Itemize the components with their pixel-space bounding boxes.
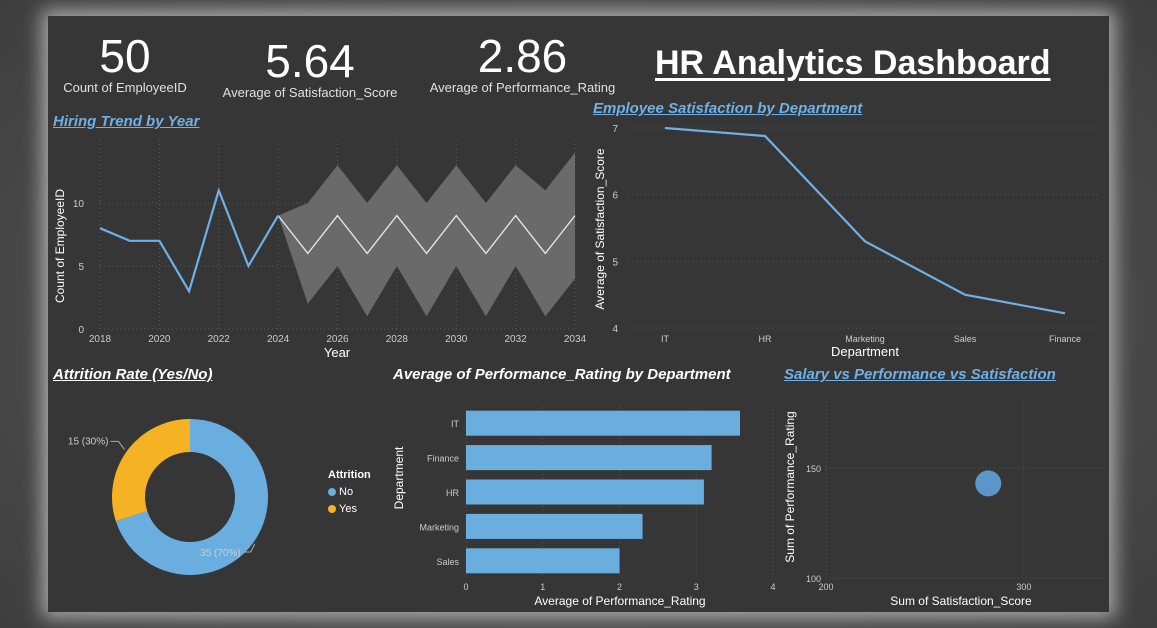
bar-marketing	[466, 513, 643, 539]
attrition-donut-chart[interactable]: 15 (30%) 35 (70%)	[60, 390, 310, 605]
y-tick-label: Sales	[436, 557, 459, 567]
y-tick-label: 4	[612, 324, 618, 335]
y-tick-label: Marketing	[419, 522, 459, 532]
y-axis-label: Sum of Performance_Rating	[783, 411, 797, 562]
scatter-point	[975, 470, 1002, 497]
x-tick-label: Sales	[954, 334, 977, 344]
forecast-band	[278, 152, 575, 317]
kpi-value: 50	[99, 30, 151, 82]
x-tick-label: Marketing	[845, 334, 885, 344]
x-tick-label: 2032	[505, 334, 528, 345]
x-tick-label: HR	[759, 334, 772, 344]
legend-item-no[interactable]: No	[328, 486, 371, 498]
kpi-label: Average of Performance_Rating	[429, 80, 616, 95]
x-tick-label: 0	[463, 582, 468, 592]
x-axis-label: Year	[324, 345, 351, 360]
kpi-label: Average of Satisfaction_Score	[222, 85, 398, 100]
forecast-line	[277, 214, 576, 255]
dashboard-title: HR Analytics Dashboard	[655, 44, 1051, 82]
legend-label: No	[339, 486, 354, 498]
y-tick-label: IT	[451, 419, 460, 429]
slice-label-yes: 15 (30%)	[68, 436, 109, 447]
hiring-trend-chart[interactable]: 0 5 10 2018 2020 2022 2024 2026 2028 2030 2032 203…	[48, 130, 588, 362]
kpi-avg-performance[interactable]: 2.86 Average of Performance_Rating	[420, 32, 625, 95]
donut-slice-no	[115, 419, 268, 575]
y-tick-label: 0	[78, 325, 84, 336]
y-tick-label: 5	[612, 257, 618, 268]
y-tick-label: HR	[446, 488, 459, 498]
scatter-title: Salary vs Performance vs Satisfaction	[784, 366, 1056, 383]
x-tick-label: 2018	[89, 334, 112, 345]
performance-dept-chart[interactable]: IT Finance HR Marketing Sales 0 1 2 3 4 Average …	[388, 392, 783, 612]
x-axis-label: Department	[831, 344, 899, 359]
x-tick-label: 2	[617, 582, 622, 592]
x-tick-label: 2024	[267, 334, 290, 345]
x-axis-label: Average of Performance_Rating	[534, 594, 705, 608]
performance-dept-title: Average of Performance_Rating by Departm…	[393, 366, 731, 383]
bar-hr	[466, 479, 704, 505]
dashboard-canvas	[48, 16, 1109, 612]
y-axis-label: Count of EmployeeID	[53, 189, 67, 303]
kpi-employee-count[interactable]: 50 Count of EmployeeID	[60, 32, 190, 95]
leader-line	[242, 543, 256, 553]
legend-label: Yes	[339, 503, 357, 515]
kpi-label: Count of EmployeeID	[63, 80, 187, 95]
x-tick-label: Finance	[1049, 334, 1081, 344]
attrition-title: Attrition Rate (Yes/No)	[53, 366, 213, 383]
satisfaction-dept-title: Employee Satisfaction by Department	[593, 100, 863, 117]
x-tick-label: 2026	[326, 334, 349, 345]
x-tick-label: 2030	[445, 334, 468, 345]
x-tick-label: 200	[818, 582, 833, 592]
bar-finance	[466, 445, 712, 471]
hiring-trend-title: Hiring Trend by Year	[53, 113, 200, 130]
y-tick-label: 100	[806, 574, 821, 584]
y-tick-label: 5	[78, 262, 84, 273]
hiring-line	[99, 187, 280, 294]
y-tick-label: 10	[73, 199, 85, 210]
attrition-legend: Attrition No Yes	[328, 469, 371, 520]
slice-label-no: 35 (70%)	[200, 548, 241, 559]
kpi-value: 2.86	[477, 30, 568, 82]
x-axis-label: Sum of Satisfaction_Score	[890, 594, 1032, 608]
y-tick-label: Finance	[427, 454, 459, 464]
x-tick-label: 3	[694, 582, 699, 592]
legend-swatch-yes	[328, 505, 336, 513]
x-tick-label: 2034	[564, 334, 587, 345]
x-tick-label: 4	[770, 582, 775, 592]
y-axis-label: Department	[392, 446, 406, 509]
donut-slice-yes	[111, 419, 190, 522]
bar-sales	[466, 548, 620, 574]
bar-it	[466, 410, 740, 436]
x-tick-label: IT	[661, 334, 670, 344]
x-tick-label: 2020	[148, 334, 171, 345]
kpi-avg-satisfaction[interactable]: 5.64 Average of Satisfaction_Score	[215, 37, 405, 100]
legend-item-yes[interactable]: Yes	[328, 503, 371, 515]
leader-line	[110, 440, 125, 450]
legend-title: Attrition	[328, 469, 371, 481]
x-tick-label: 300	[1016, 582, 1031, 592]
x-tick-label: 1	[540, 582, 545, 592]
satisfaction-dept-chart[interactable]: 4 5 6 7 IT HR Marketing Sales Finance Departmen…	[590, 116, 1105, 362]
x-tick-label: 2028	[386, 334, 409, 345]
y-axis-label: Average of Satisfaction_Score	[593, 148, 607, 310]
legend-swatch-no	[328, 488, 336, 496]
x-tick-label: 2022	[208, 334, 231, 345]
satisfaction-line	[664, 126, 1066, 315]
kpi-value: 5.64	[265, 35, 355, 87]
y-tick-label: 6	[612, 191, 618, 202]
y-tick-label: 150	[806, 464, 821, 474]
y-tick-label: 7	[612, 124, 618, 135]
